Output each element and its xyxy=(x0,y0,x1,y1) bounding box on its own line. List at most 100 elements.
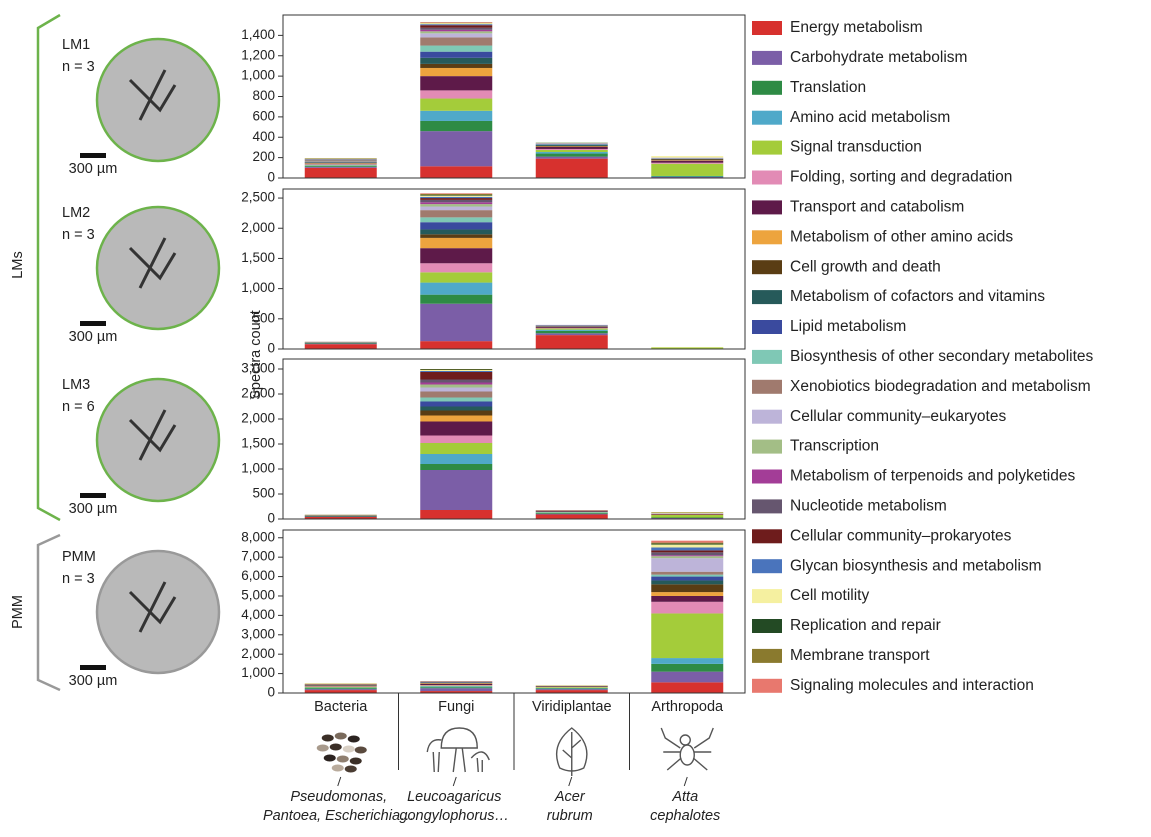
plot-frame xyxy=(283,359,745,519)
bar-segment xyxy=(420,685,492,686)
bar-segment xyxy=(536,142,608,143)
bar-segment xyxy=(420,68,492,76)
legend-swatch xyxy=(752,499,782,513)
pointer-line xyxy=(338,777,341,786)
bar-segment xyxy=(420,263,492,272)
bar-segment xyxy=(420,443,492,454)
bar-segment xyxy=(305,163,377,164)
legend-label: Metabolism of other amino acids xyxy=(790,228,1013,245)
bar-segment xyxy=(420,24,492,25)
bar-segment xyxy=(420,76,492,90)
pmm-bracket xyxy=(38,535,60,690)
bar-segment xyxy=(536,514,608,515)
bar-segment xyxy=(651,592,723,596)
sample-name: LM1 xyxy=(62,37,90,53)
legend-label: Biosynthesis of other secondary metaboli… xyxy=(790,348,1094,365)
bar-segment xyxy=(651,156,723,158)
fungi-icon xyxy=(427,728,489,772)
y-tick-label: 1,200 xyxy=(241,47,275,62)
legend-swatch xyxy=(752,649,782,663)
legend-swatch xyxy=(752,679,782,693)
bar-segment xyxy=(420,222,492,229)
bar-segment xyxy=(536,145,608,146)
bar-segment xyxy=(305,687,377,688)
x-tick-label: Arthropoda xyxy=(651,699,724,715)
y-tick-label: 1,400 xyxy=(241,27,275,42)
bar-segment xyxy=(420,380,492,383)
legend-label: Carbohydrate metabolism xyxy=(790,49,967,66)
bar-segment xyxy=(420,385,492,388)
bar-segment xyxy=(305,165,377,166)
bar-segment xyxy=(651,518,723,519)
bar-segment xyxy=(536,154,608,157)
bar-segment xyxy=(651,543,723,544)
legend-label: Glycan biosynthesis and metabolism xyxy=(790,557,1042,574)
legend-label: Replication and repair xyxy=(790,617,941,634)
scale-bar xyxy=(80,153,106,158)
legend-label: Metabolism of cofactors and vitamins xyxy=(790,288,1045,305)
bar-segment xyxy=(420,31,492,33)
scale-bar xyxy=(80,493,106,498)
legend-label: Metabolism of terpenoids and polyketides xyxy=(790,468,1075,485)
y-tick-label: 400 xyxy=(252,129,275,144)
scale-label: 300 µm xyxy=(69,329,118,345)
bar-segment xyxy=(536,152,608,154)
bar-segment xyxy=(651,584,723,592)
bar-segment xyxy=(420,202,492,204)
y-tick-label: 0 xyxy=(267,341,275,356)
bar-segment xyxy=(536,146,608,147)
legend-swatch xyxy=(752,320,782,334)
bar-segment xyxy=(305,683,377,684)
bar-segment xyxy=(651,613,723,658)
bar-segment xyxy=(536,326,608,327)
bar-segment xyxy=(305,162,377,163)
bar-segment xyxy=(651,159,723,160)
bar-segment xyxy=(420,422,492,436)
y-tick-label: 1,000 xyxy=(241,280,275,295)
legend-label: Nucleotide metabolism xyxy=(790,497,947,514)
plant-icon xyxy=(557,728,587,776)
bar-segment xyxy=(420,37,492,45)
legend-swatch xyxy=(752,290,782,304)
bar-segment xyxy=(420,46,492,52)
bacteria-icon xyxy=(317,733,367,773)
y-tick-label: 2,500 xyxy=(241,386,275,401)
bar-segment xyxy=(420,369,492,370)
y-tick-label: 1,000 xyxy=(241,665,275,680)
bar-segment xyxy=(651,512,723,513)
legend-swatch xyxy=(752,21,782,35)
scale-bar xyxy=(80,321,106,326)
bar-segment xyxy=(536,513,608,514)
bar-segment xyxy=(420,470,492,510)
bar-segment xyxy=(305,162,377,163)
bar-segment xyxy=(536,335,608,349)
species-label: Acer xyxy=(554,789,586,805)
y-tick-label: 8,000 xyxy=(241,529,275,544)
bar-segment xyxy=(420,411,492,416)
legend-swatch xyxy=(752,589,782,603)
bar-segment xyxy=(420,121,492,131)
bar-segment xyxy=(651,513,723,514)
x-tick-label: Viridiplantae xyxy=(532,699,612,715)
bar-segment xyxy=(651,572,723,575)
bar-segment xyxy=(420,464,492,470)
bar-segment xyxy=(420,272,492,282)
scale-label: 300 µm xyxy=(69,161,118,177)
bar-segment xyxy=(420,111,492,121)
bar-segment xyxy=(420,304,492,341)
y-tick-label: 0 xyxy=(267,685,275,700)
species-label: Atta xyxy=(671,789,698,805)
bar-segment xyxy=(420,23,492,24)
y-tick-label: 1,500 xyxy=(241,250,275,265)
bar-segment xyxy=(305,166,377,167)
bar-segment xyxy=(305,165,377,166)
group-label: PMM xyxy=(10,595,26,629)
bar-segment xyxy=(536,328,608,329)
bar-segment xyxy=(536,512,608,513)
legend-swatch xyxy=(752,111,782,125)
legend-swatch xyxy=(752,380,782,394)
pointer-line xyxy=(569,777,572,786)
y-tick-label: 2,000 xyxy=(241,646,275,661)
bar-segment xyxy=(420,210,492,217)
legend-label: Cell growth and death xyxy=(790,258,941,275)
